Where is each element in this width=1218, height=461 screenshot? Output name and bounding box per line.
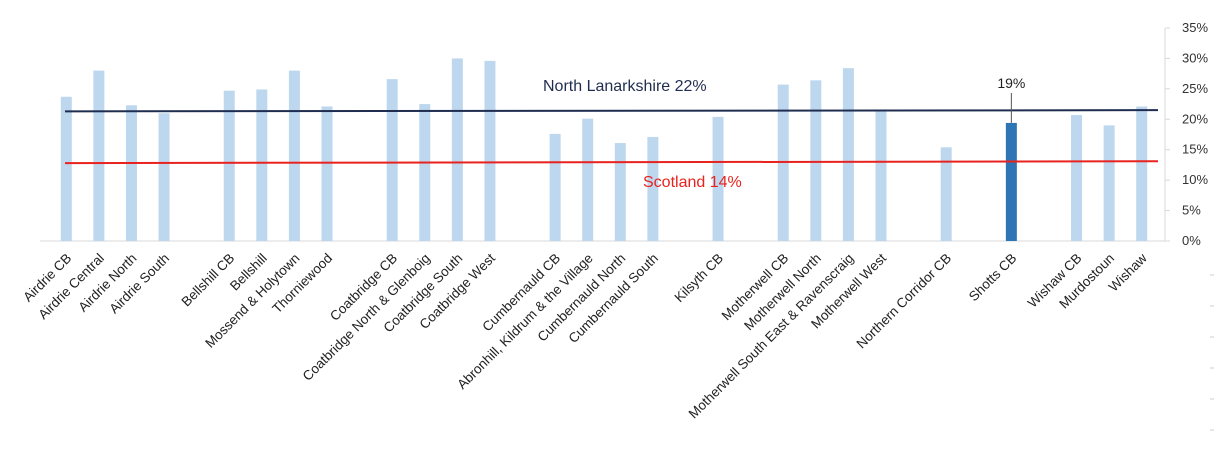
bar [614, 143, 626, 241]
y-tick-label: 5% [1182, 203, 1201, 218]
bars [60, 58, 1148, 242]
bar [875, 110, 887, 242]
bar [256, 89, 268, 241]
category-label: Kilsyth CB [672, 251, 727, 306]
data-label: 19% [997, 75, 1025, 91]
bar [223, 90, 235, 241]
bar [712, 116, 724, 241]
bar [582, 118, 594, 241]
y-tick-label: 35% [1182, 20, 1208, 35]
y-tick-label: 15% [1182, 142, 1208, 157]
bar [419, 104, 431, 241]
reference-line-label: Scotland 14% [643, 174, 742, 191]
bar [288, 70, 300, 241]
bar [321, 106, 333, 242]
category-label: Shotts CB [966, 251, 1020, 305]
bar [386, 79, 398, 242]
bar [158, 113, 170, 241]
bar [940, 147, 952, 241]
reference-line [64, 109, 1159, 113]
bar [60, 96, 72, 241]
y-tick-label: 20% [1182, 111, 1208, 126]
bar [810, 80, 822, 241]
y-tick-label: 0% [1182, 233, 1201, 248]
bar [1136, 106, 1148, 242]
bar [93, 70, 105, 241]
reference-line [64, 160, 1159, 165]
reference-line-label: North Lanarkshire 22% [543, 78, 707, 95]
annotations: 19% [997, 75, 1025, 123]
bar [549, 133, 561, 241]
bar [1103, 125, 1115, 241]
y-tick-label: 10% [1182, 172, 1208, 187]
bar [451, 58, 463, 241]
bar-highlight [1005, 122, 1017, 241]
bar [1071, 115, 1083, 241]
bar [647, 136, 659, 241]
bar [842, 68, 854, 241]
bar [484, 60, 496, 242]
reference-lines: North Lanarkshire 22% Scotland 14% [64, 78, 1159, 191]
y-tick-label: 30% [1182, 50, 1208, 65]
bar [125, 105, 137, 241]
y-tick-label: 25% [1182, 81, 1208, 96]
